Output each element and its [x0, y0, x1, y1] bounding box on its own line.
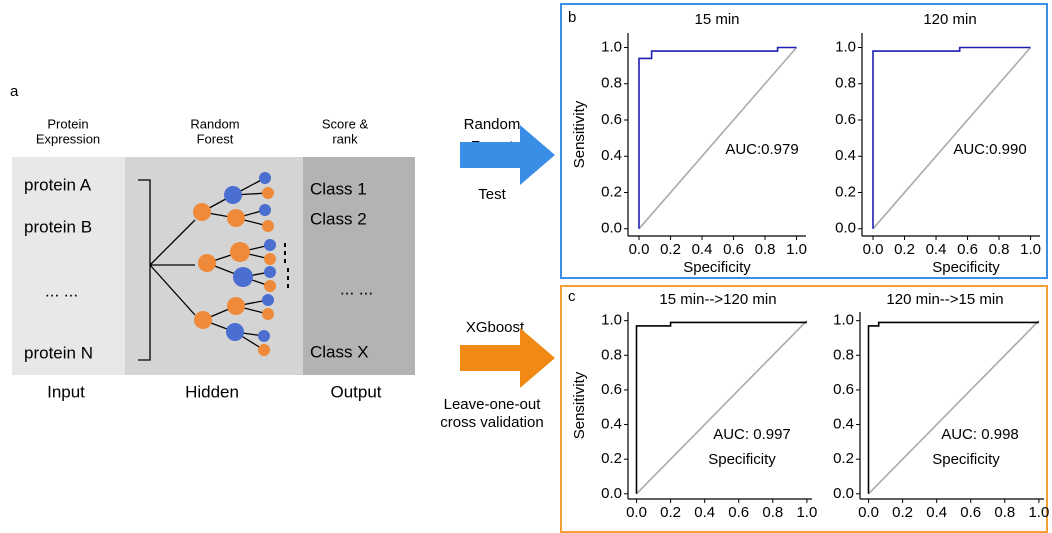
- input-item: protein B: [24, 217, 92, 236]
- x-axis-label: Specificity: [932, 451, 1000, 468]
- y-tick-label: 0.6: [601, 111, 622, 128]
- y-tick-label: 0.8: [833, 346, 854, 363]
- roc-curve: [873, 48, 1031, 229]
- figure: a Protein Expression Random Forest Score…: [0, 0, 1052, 533]
- x-tick-label: 0.8: [989, 241, 1010, 258]
- x-tick-label: 0.4: [926, 504, 947, 521]
- x-tick-label: 0.4: [926, 241, 947, 258]
- x-tick-label: 1.0: [1020, 241, 1041, 258]
- annotation: AUC: 0.998: [941, 426, 1019, 443]
- chart-title: 15 min: [694, 11, 739, 28]
- input-item: protein N: [24, 343, 93, 362]
- output-item: Class 1: [310, 179, 367, 198]
- column-header: Score &: [322, 116, 369, 131]
- method-sub: cross validation: [440, 414, 543, 431]
- annotation: AUC:0.979: [725, 141, 798, 158]
- column-header: Random: [190, 116, 239, 131]
- chart-title: 120 min: [923, 11, 976, 28]
- x-tick-label: 0.6: [957, 241, 978, 258]
- x-tick-label: 1.0: [1028, 504, 1049, 521]
- output-item: Class X: [310, 342, 369, 361]
- input-item: ... ...: [45, 281, 78, 300]
- method-label: Random: [464, 116, 521, 133]
- x-tick-label: 0.0: [626, 504, 647, 521]
- panel-label: c: [568, 288, 576, 305]
- column-header: Protein: [47, 116, 88, 131]
- y-tick-label: 0.4: [601, 416, 622, 433]
- x-tick-label: 0.4: [694, 504, 715, 521]
- y-tick-label: 1.0: [833, 312, 854, 329]
- y-axis-label: Sensitivity: [571, 371, 588, 439]
- y-tick-label: 0.2: [833, 450, 854, 467]
- x-tick-label: 0.2: [660, 504, 681, 521]
- x-tick-label: 0.0: [863, 241, 884, 258]
- column-header: rank: [332, 131, 358, 146]
- arrow: [460, 328, 555, 388]
- annotation: AUC: 0.997: [713, 426, 791, 443]
- x-tick-label: 0.0: [629, 241, 650, 258]
- x-tick-label: 0.0: [858, 504, 879, 521]
- y-tick-label: 0.4: [833, 416, 854, 433]
- y-tick-label: 1.0: [601, 38, 622, 55]
- x-axis-label: Specificity: [683, 259, 751, 276]
- method-label: XGboost: [466, 319, 525, 336]
- x-axis-label: Specificity: [932, 259, 1000, 276]
- column-header: Forest: [197, 131, 234, 146]
- y-tick-label: 0.0: [833, 485, 854, 502]
- y-tick-label: 0.4: [835, 147, 856, 164]
- layer-label: Hidden: [185, 382, 239, 401]
- chart-title: 120 min-->15 min: [886, 291, 1003, 308]
- panel-label: a: [10, 83, 19, 100]
- y-tick-label: 0.4: [601, 147, 622, 164]
- y-tick-label: 0.0: [835, 220, 856, 237]
- x-tick-label: 0.2: [660, 241, 681, 258]
- layer-label: Output: [330, 382, 381, 401]
- x-tick-label: 0.6: [723, 241, 744, 258]
- layer-label: Input: [47, 382, 85, 401]
- y-tick-label: 0.6: [835, 111, 856, 128]
- method-sub: Leave-one-out: [444, 396, 542, 413]
- chart-title: 15 min-->120 min: [659, 291, 776, 308]
- annotation: AUC:0.990: [953, 141, 1026, 158]
- x-tick-label: 0.2: [892, 504, 913, 521]
- y-tick-label: 0.8: [835, 75, 856, 92]
- panel-label: b: [568, 9, 576, 26]
- x-tick-label: 0.6: [728, 504, 749, 521]
- y-tick-label: 0.2: [601, 450, 622, 467]
- input-item: protein A: [24, 175, 92, 194]
- x-tick-label: 0.4: [692, 241, 713, 258]
- x-axis-label: Specificity: [708, 451, 776, 468]
- y-tick-label: 0.2: [601, 183, 622, 200]
- x-tick-label: 0.8: [755, 241, 776, 258]
- x-tick-label: 1.0: [786, 241, 807, 258]
- y-tick-label: 0.8: [601, 346, 622, 363]
- arrow: [460, 125, 555, 185]
- y-tick-label: 1.0: [601, 312, 622, 329]
- x-tick-label: 0.8: [762, 504, 783, 521]
- column-header: Expression: [36, 131, 100, 146]
- x-tick-label: 1.0: [796, 504, 817, 521]
- x-tick-label: 0.6: [960, 504, 981, 521]
- y-tick-label: 0.0: [601, 220, 622, 237]
- method-sub: Test: [478, 186, 506, 203]
- y-tick-label: 0.6: [601, 381, 622, 398]
- output-item: Class 2: [310, 209, 367, 228]
- x-tick-label: 0.8: [994, 504, 1015, 521]
- y-tick-label: 0.0: [601, 485, 622, 502]
- y-axis-label: Sensitivity: [571, 100, 588, 168]
- y-tick-label: 0.8: [601, 75, 622, 92]
- y-tick-label: 0.6: [833, 381, 854, 398]
- roc-curve: [639, 48, 797, 229]
- y-tick-label: 1.0: [835, 38, 856, 55]
- y-tick-label: 0.2: [835, 183, 856, 200]
- output-item: ... ...: [340, 279, 373, 298]
- x-tick-label: 0.2: [894, 241, 915, 258]
